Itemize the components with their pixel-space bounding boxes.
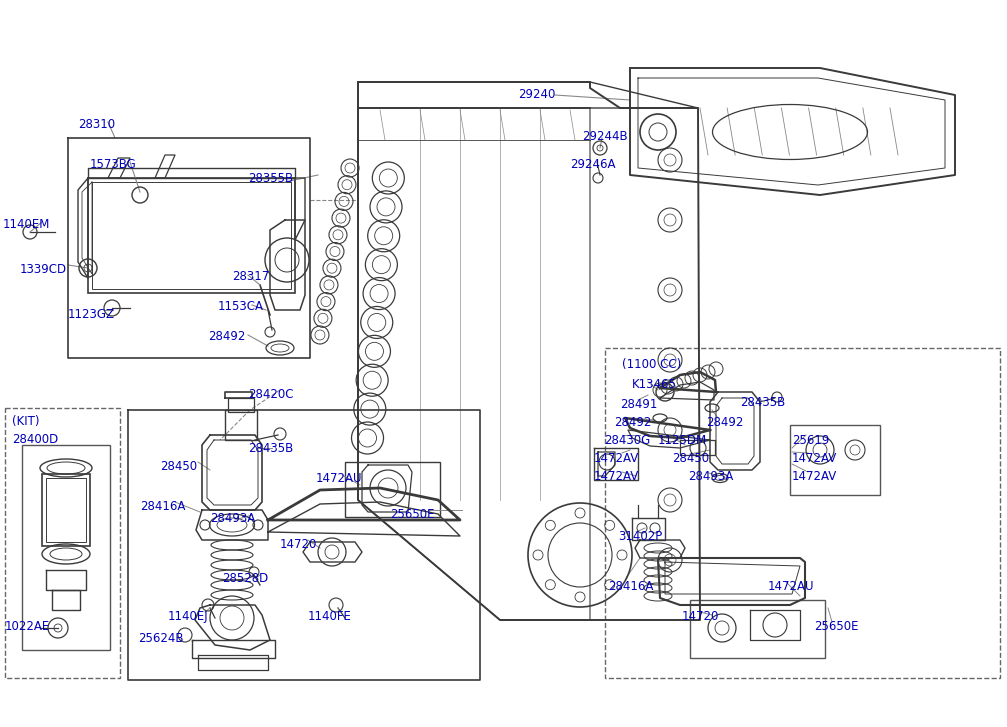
Text: 28400D: 28400D (12, 433, 58, 446)
Text: 28435B: 28435B (740, 396, 785, 409)
Text: 1472AU: 1472AU (768, 580, 815, 593)
Text: 1140EM: 1140EM (3, 218, 50, 231)
Text: 1472AV: 1472AV (594, 470, 639, 483)
Bar (225, 410, 257, 440)
Text: 25650E: 25650E (390, 508, 434, 521)
Bar (345, 462, 440, 517)
Bar (92, 182, 291, 289)
Text: (KIT): (KIT) (12, 415, 39, 428)
Bar (42, 474, 90, 546)
Text: 25650E: 25650E (814, 620, 859, 633)
Text: (1100 CC): (1100 CC) (622, 358, 682, 371)
Text: 28492: 28492 (208, 330, 246, 343)
Bar (605, 348, 1000, 678)
Text: 1339CD: 1339CD (20, 263, 67, 276)
Text: 28491: 28491 (620, 398, 658, 411)
Bar (5, 408, 120, 678)
Text: 25624B: 25624B (138, 632, 183, 645)
Text: 1125DM: 1125DM (658, 434, 707, 447)
Bar (690, 600, 825, 658)
Text: 28430G: 28430G (604, 434, 651, 447)
Text: 31402P: 31402P (618, 530, 663, 543)
Text: 1153CA: 1153CA (218, 300, 264, 313)
Text: 1573BG: 1573BG (90, 158, 137, 171)
Text: 1022AE: 1022AE (5, 620, 50, 633)
Text: 1472AV: 1472AV (792, 452, 837, 465)
Bar (22, 445, 110, 650)
Text: 28317: 28317 (232, 270, 269, 283)
Text: 1472AV: 1472AV (792, 470, 837, 483)
Text: 28528D: 28528D (222, 572, 268, 585)
Bar (228, 398, 254, 412)
Text: 28416A: 28416A (140, 500, 185, 513)
Bar (790, 425, 880, 495)
Text: 28493A: 28493A (688, 470, 733, 483)
Text: 1140FE: 1140FE (308, 610, 351, 623)
Text: 1472AV: 1472AV (594, 452, 639, 465)
Bar (88, 178, 295, 293)
Text: 29244B: 29244B (582, 130, 627, 143)
Text: 28492: 28492 (614, 416, 652, 429)
Text: 28492: 28492 (706, 416, 743, 429)
Text: 28450: 28450 (160, 460, 197, 473)
Text: 14720: 14720 (280, 538, 317, 551)
Text: 14720: 14720 (682, 610, 719, 623)
Text: 29246A: 29246A (570, 158, 615, 171)
Text: 28416A: 28416A (608, 580, 654, 593)
Text: 1140EJ: 1140EJ (168, 610, 208, 623)
Text: 28310: 28310 (78, 118, 115, 131)
Text: 28493A: 28493A (210, 512, 255, 525)
Text: K13465: K13465 (632, 378, 677, 391)
Text: 28435B: 28435B (248, 442, 293, 455)
Text: 28450: 28450 (672, 452, 709, 465)
Text: 25619: 25619 (792, 434, 830, 447)
Text: 1472AU: 1472AU (316, 472, 363, 485)
Text: 28355B: 28355B (248, 172, 293, 185)
Text: 1123GZ: 1123GZ (68, 308, 115, 321)
Text: 29240: 29240 (518, 88, 556, 101)
Text: 28420C: 28420C (248, 388, 293, 401)
Bar (46, 478, 86, 542)
